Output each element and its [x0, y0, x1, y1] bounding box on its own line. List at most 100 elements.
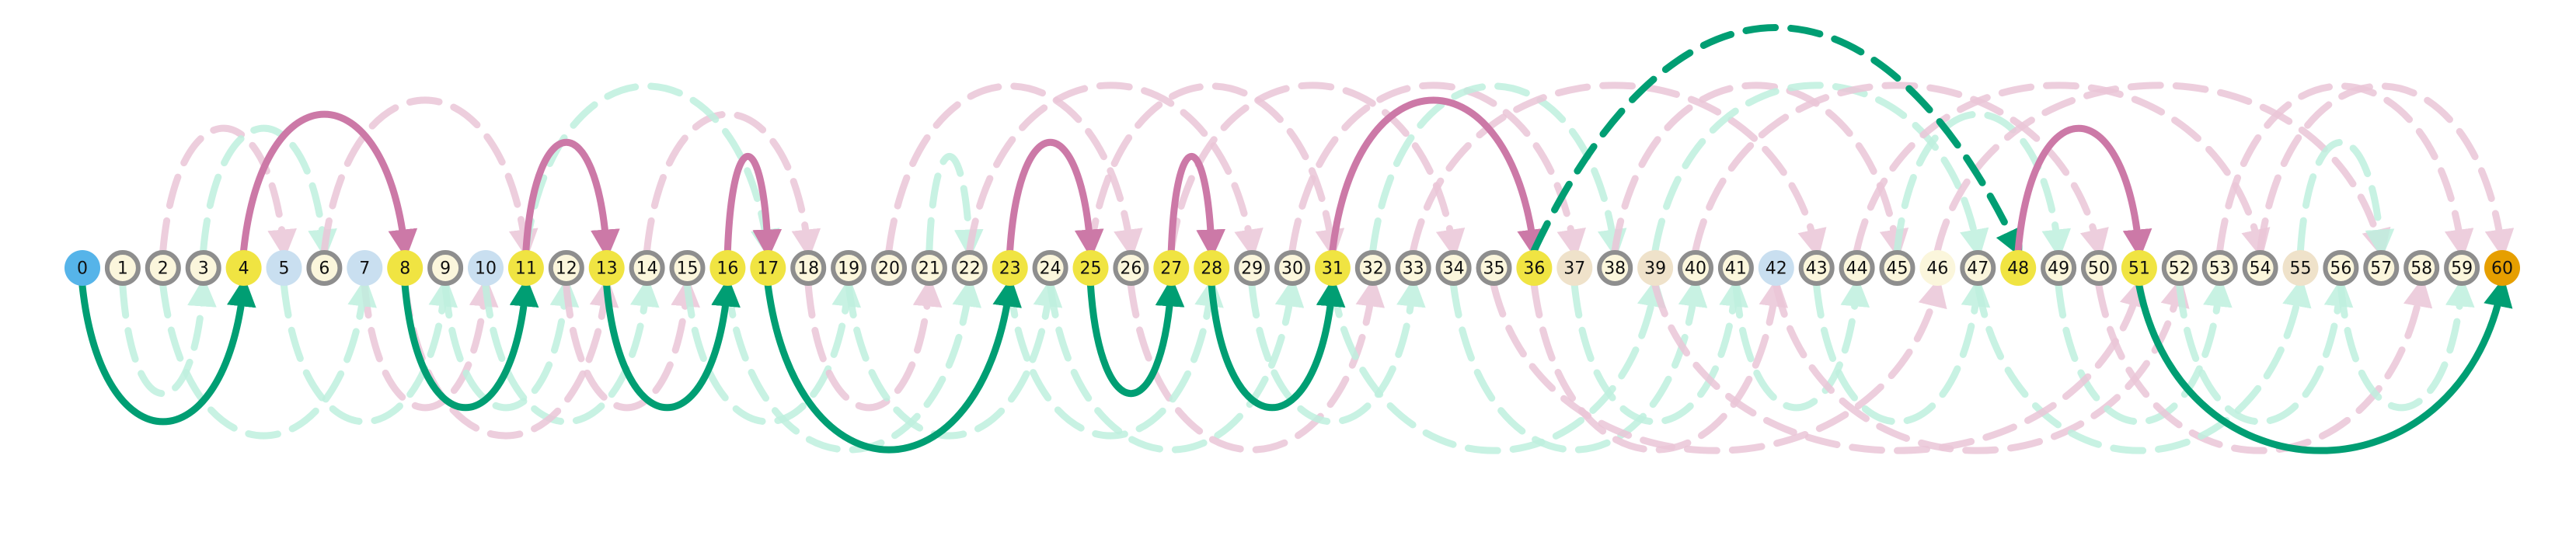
path-edge-28-31: [1208, 276, 1346, 412]
background-edge-22-29: [966, 82, 1264, 259]
node-label: 18: [797, 259, 819, 279]
node-circle: [2363, 250, 2400, 286]
background-edge-54-60: [2257, 82, 2515, 259]
node-label: 13: [596, 259, 618, 279]
background-edge-56-59: [2337, 276, 2475, 412]
node-label: 28: [1201, 259, 1222, 279]
node-circle: [2403, 250, 2440, 286]
node-circle: [1072, 250, 1109, 286]
node-circle: [2282, 250, 2319, 286]
background-edge-14-18: [643, 110, 821, 259]
node-circle: [1556, 250, 1593, 286]
node-circle: [185, 250, 221, 286]
node-label: 54: [2250, 259, 2271, 279]
node-39: 39: [1637, 250, 1674, 286]
node-48: 48: [2000, 250, 2037, 286]
background-edge-52-56: [2176, 276, 2354, 426]
background-edge-25-31: [1087, 82, 1345, 259]
node-15: 15: [669, 250, 706, 286]
path-edge-17-23: [764, 276, 1022, 454]
node-circle: [1717, 250, 1754, 286]
node-2: 2: [145, 250, 181, 286]
path-edge-36-48: [1530, 24, 2024, 259]
node-circle: [831, 250, 867, 286]
node-label: 27: [1160, 259, 1182, 279]
node-circle: [104, 250, 141, 286]
node-label: 25: [1080, 259, 1102, 279]
node-circle: [1113, 250, 1149, 286]
node-circle: [1597, 250, 1633, 286]
node-8: 8: [387, 250, 424, 286]
node-label: 53: [2209, 259, 2231, 279]
node-circle: [2161, 250, 2198, 286]
node-circle: [2041, 250, 2077, 286]
node-44: 44: [1839, 250, 1875, 286]
node-label: 0: [77, 259, 88, 279]
background-edge-32-38: [1369, 82, 1627, 259]
node-label: 26: [1120, 259, 1142, 279]
node-circle: [951, 250, 988, 286]
background-edge-9-12: [441, 276, 580, 412]
background-edge-36-42: [1530, 276, 1789, 454]
node-label: 39: [1644, 259, 1666, 279]
background-edge-34-40: [1450, 276, 1708, 454]
node-label: 37: [1563, 259, 1585, 279]
node-label: 22: [959, 259, 981, 279]
node-35: 35: [1476, 250, 1512, 286]
node-57: 57: [2363, 250, 2400, 286]
node-24: 24: [1032, 250, 1068, 286]
node-label: 40: [1685, 259, 1706, 279]
node-label: 16: [716, 259, 738, 279]
path-edge-25-27: [1087, 276, 1185, 398]
node-label: 29: [1241, 259, 1263, 279]
background-edge-11-17: [522, 82, 780, 259]
node-circle: [2081, 250, 2117, 286]
node-label: 50: [2088, 259, 2110, 279]
node-54: 54: [2242, 250, 2278, 286]
node-circle: [2242, 250, 2278, 286]
node-circle: [64, 250, 100, 286]
background-edge-39-51: [1651, 277, 2149, 454]
node-circle: [992, 250, 1028, 286]
node-51: 51: [2121, 250, 2157, 286]
background-edge-45-49: [1894, 110, 2072, 259]
node-circle: [2444, 250, 2480, 286]
background-edge-20-26: [885, 82, 1143, 259]
background-edge-30-37: [1288, 82, 1586, 259]
path-edge-27-28: [1167, 152, 1226, 259]
node-label: 46: [1926, 259, 1948, 279]
node-60: 60: [2484, 250, 2520, 286]
node-13: 13: [588, 250, 625, 286]
node-label: 5: [279, 259, 290, 279]
node-circle: [1839, 250, 1875, 286]
node-0: 0: [64, 250, 100, 286]
node-11: 11: [507, 250, 544, 286]
node-label: 17: [757, 259, 779, 279]
background-edge-47-55: [1974, 276, 2312, 454]
node-34: 34: [1435, 250, 1472, 286]
background-edge-16-22: [723, 276, 982, 454]
background-edge-12-15: [563, 276, 700, 412]
node-label: 15: [677, 259, 699, 279]
node-label: 56: [2330, 259, 2351, 279]
node-27: 27: [1153, 250, 1190, 286]
node-label: 7: [359, 259, 370, 279]
node-33: 33: [1395, 250, 1431, 286]
path-edges: [78, 24, 2513, 454]
node-circle: [1879, 250, 1915, 286]
node-circle: [911, 250, 947, 286]
node-label: 8: [399, 259, 410, 279]
node-50: 50: [2081, 250, 2117, 286]
node-circle: [387, 250, 424, 286]
node-circle: [2201, 250, 2238, 286]
background-edge-18-21: [804, 276, 943, 412]
node-label: 51: [2128, 259, 2150, 279]
node-circle: [1435, 250, 1472, 286]
node-43: 43: [1798, 250, 1835, 286]
node-label: 31: [1322, 259, 1344, 279]
background-edge-24-30: [1047, 276, 1305, 454]
node-label: 19: [838, 259, 859, 279]
node-26: 26: [1113, 250, 1149, 286]
node-circle: [427, 250, 464, 286]
node-circle: [1516, 250, 1553, 286]
